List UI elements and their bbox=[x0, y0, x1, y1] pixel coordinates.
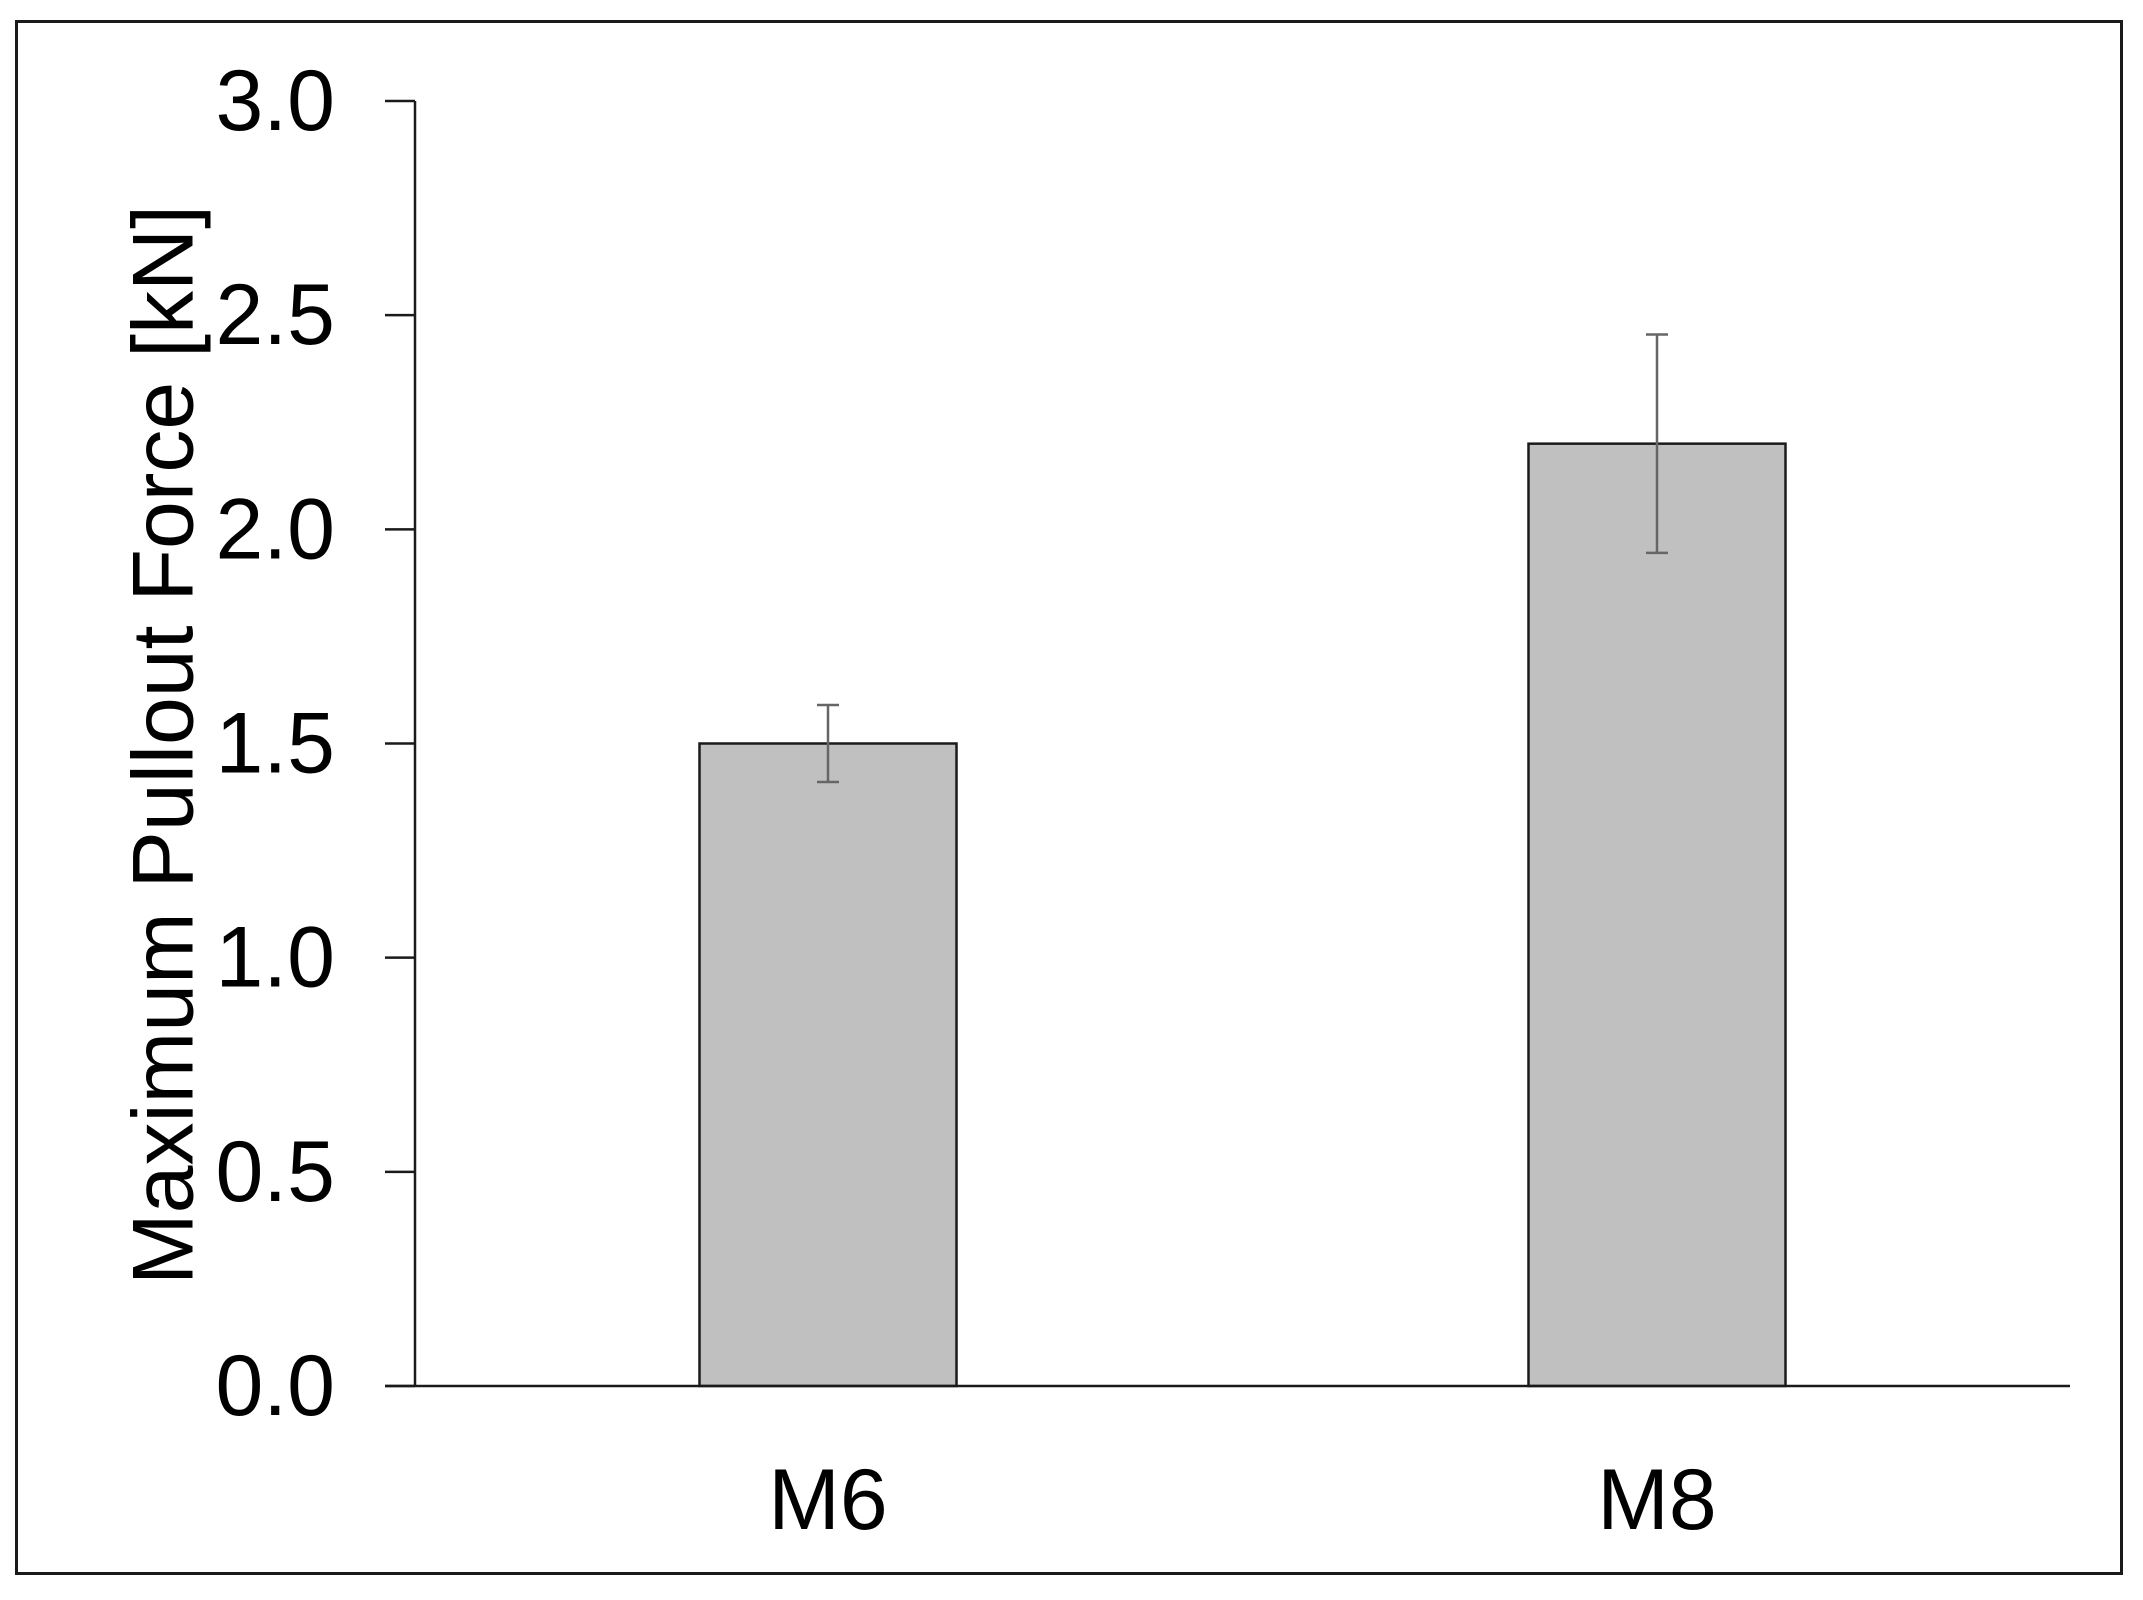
x-axis-labels: M6 M8 bbox=[768, 1452, 1716, 1548]
y-tick-label: 2.0 bbox=[215, 481, 335, 577]
bars bbox=[698, 442, 1787, 1388]
y-axis-title: Maximum Pullout Force [kN] bbox=[116, 205, 212, 1285]
error-bars bbox=[817, 333, 1668, 784]
x-tick-label-m6: M6 bbox=[768, 1452, 887, 1548]
y-tick-label: 2.5 bbox=[215, 267, 335, 363]
bar-m6 bbox=[698, 742, 958, 1388]
error-bar-m6 bbox=[817, 703, 839, 784]
error-bar-m8 bbox=[1646, 333, 1668, 555]
y-tick-label: 3.0 bbox=[215, 53, 335, 149]
y-tick-label: 0.5 bbox=[215, 1124, 335, 1220]
y-tick-label: 0.0 bbox=[215, 1338, 335, 1434]
x-tick-label-m8: M8 bbox=[1597, 1452, 1716, 1548]
y-axis-ticks: 0.0 0.5 1.0 1.5 2.0 2.5 3.0 bbox=[215, 53, 415, 1434]
y-tick-label: 1.0 bbox=[215, 910, 335, 1006]
y-tick-label: 1.5 bbox=[215, 696, 335, 792]
bar-m8 bbox=[1527, 442, 1787, 1388]
